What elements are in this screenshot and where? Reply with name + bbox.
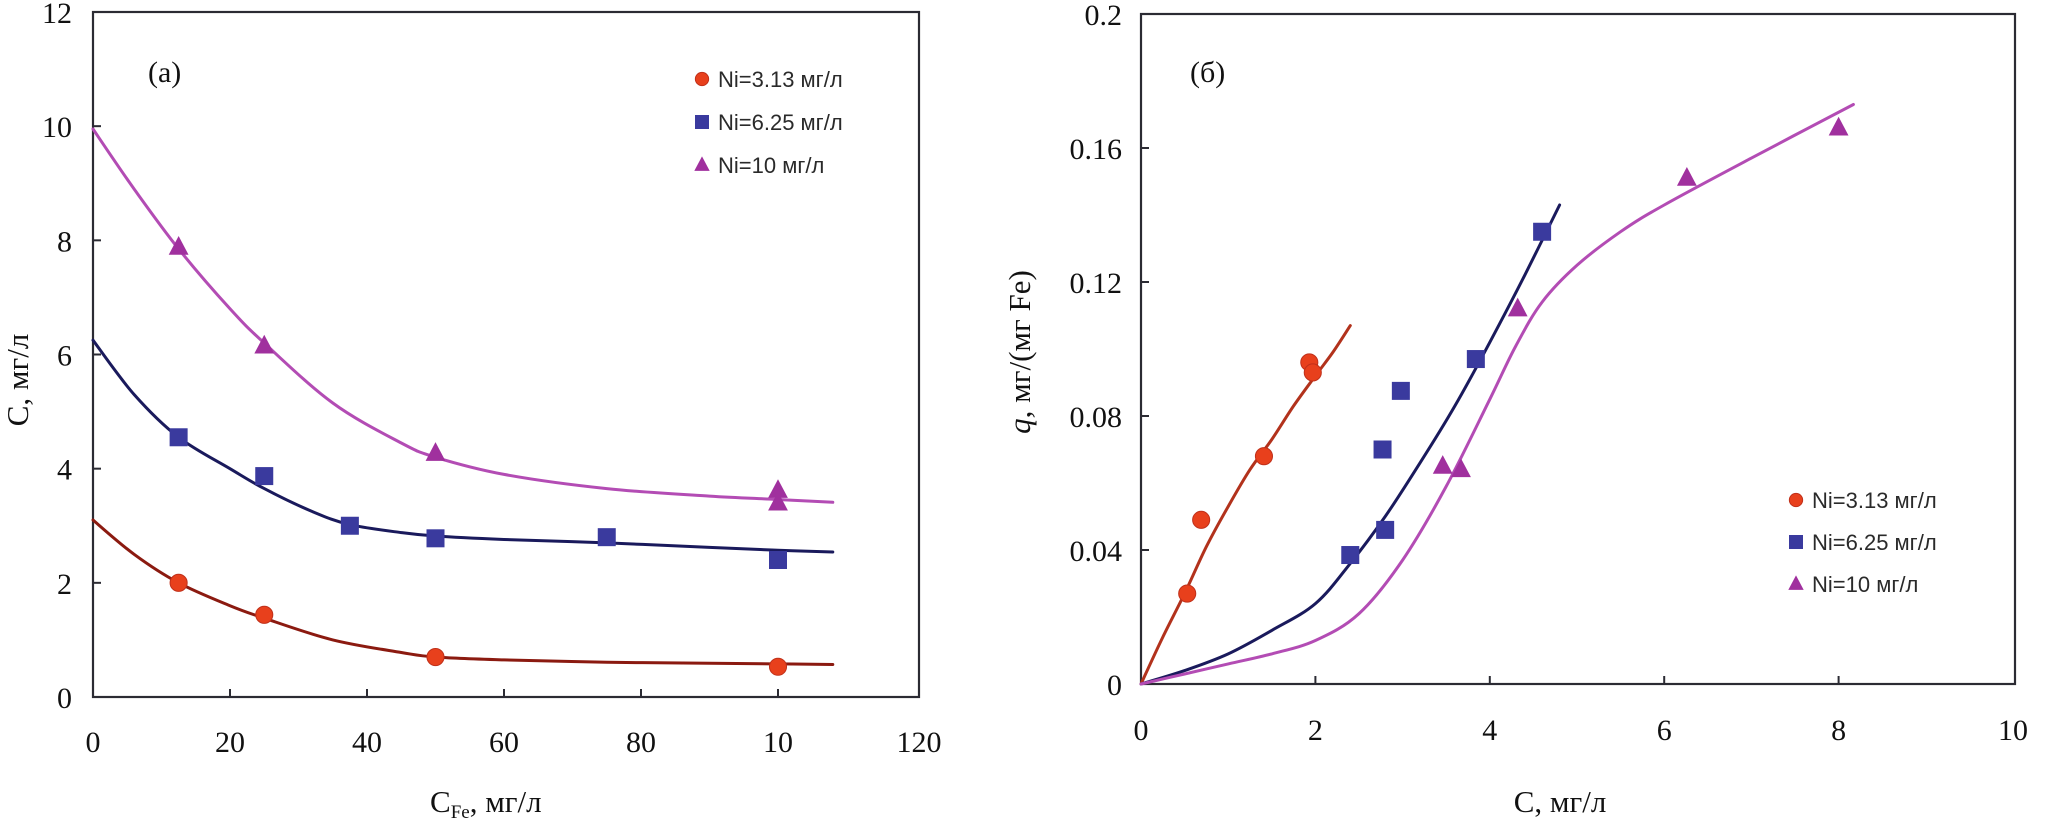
data-point-square [340, 516, 359, 535]
data-point-triangle [1451, 458, 1471, 478]
data-point-triangle [254, 334, 275, 354]
panel-b-ticks: 0 2 4 6 8 10 0 0.04 0.08 0.12 0.16 0.2 [1070, 0, 2029, 747]
panel-a-x-axis-title-subscript: Fe [451, 802, 470, 823]
data-point-square [597, 528, 616, 547]
data-point-triangle [1507, 297, 1528, 317]
panel-a-x-axis-title-unit: , мг/л [470, 784, 542, 819]
fit-curve-triangle [1139, 103, 1855, 686]
data-point-circle [255, 605, 274, 624]
panel-b-y-axis-title: q, мг/(мг Fe) [1002, 270, 1037, 434]
x-tick-label: 8 [1831, 714, 1846, 747]
panel-b-label: (б) [1190, 56, 1225, 89]
x-tick-label: 40 [352, 726, 382, 759]
fit-curve-circle [91, 518, 835, 666]
data-point-circle [169, 573, 188, 592]
panel-b-x-axis-title: C, мг/л [1514, 784, 1607, 819]
data-point-square [1391, 381, 1410, 400]
x-tick-label: 60 [489, 726, 519, 759]
x-tick-label: 4 [1482, 714, 1497, 747]
y-tick-label: 0 [57, 682, 72, 715]
x-tick-label: 120 [897, 726, 942, 759]
panel-a: 0 20 40 60 80 10 120 0 2 4 6 8 10 12 (a) Ni=3.13 мг/л… [0, 0, 942, 823]
data-point-triangle [1432, 455, 1453, 474]
panel-a-y-axis-title: C, мг/л [0, 334, 35, 427]
fit-curve-circle [1139, 324, 1352, 686]
legend-label: Ni=3.13 мг/л [1812, 488, 1937, 513]
panel-a-points [168, 236, 788, 676]
data-point-triangle [768, 479, 788, 498]
panel-a-x-axis-title: CFe, мг/л [430, 784, 542, 823]
data-point-circle [1254, 447, 1274, 466]
panel-a-legend: Ni=3.13 мг/л Ni=6.25 мг/л Ni=10 мг/л [694, 67, 843, 178]
data-point-square [1533, 222, 1552, 241]
panel-b: 0 2 4 6 8 10 0 0.04 0.08 0.12 0.16 0.2 (б) Ni=3.13 … [1002, 0, 2028, 819]
data-point-square [769, 551, 787, 569]
y-tick-label: 0.08 [1070, 401, 1123, 434]
panel-a-ticks: 0 20 40 60 80 10 120 0 2 4 6 8 10 12 [42, 0, 942, 759]
y-tick-label: 0.04 [1070, 535, 1123, 568]
legend-marker-triangle [694, 156, 710, 171]
x-tick-label: 0 [86, 726, 101, 759]
data-point-square [1341, 546, 1360, 565]
data-point-triangle [1828, 116, 1849, 136]
data-point-circle [1192, 510, 1211, 529]
data-point-triangle [168, 236, 189, 255]
fit-curve-square [1139, 203, 1562, 686]
data-point-circle [426, 647, 445, 667]
data-point-square [426, 529, 445, 548]
panel-a-label: (a) [148, 56, 181, 89]
y-tick-label: 0 [1107, 669, 1122, 702]
x-tick-label: 2 [1308, 714, 1323, 747]
y-tick-label: 10 [42, 111, 72, 144]
y-tick-label: 8 [57, 225, 72, 258]
y-tick-label: 4 [57, 454, 72, 487]
data-point-square [1466, 350, 1485, 369]
panel-b-fit-curves [1139, 103, 1855, 686]
x-tick-label: 20 [215, 726, 245, 759]
data-point-square [1376, 520, 1395, 539]
panel-a-x-axis-title-main: C [430, 784, 451, 819]
data-point-triangle [425, 442, 446, 461]
panel-b-y-axis-title-unit: , мг/(мг Fe) [1002, 270, 1037, 418]
legend-label: Ni=6.25 мг/л [1812, 530, 1937, 555]
y-tick-label: 0.12 [1070, 267, 1123, 300]
y-tick-label: 0.2 [1085, 0, 1123, 32]
y-tick-label: 2 [57, 568, 72, 601]
panel-a-fit-curves [91, 127, 835, 666]
data-point-circle [1178, 584, 1197, 603]
fit-curve-square [91, 338, 835, 554]
data-point-circle [768, 657, 788, 676]
y-tick-label: 0.16 [1070, 133, 1123, 166]
fit-curve-triangle [91, 127, 835, 504]
y-tick-label: 6 [57, 340, 72, 373]
x-tick-label: 0 [1134, 714, 1149, 747]
legend-marker-circle [1788, 492, 1804, 508]
panel-b-y-axis-title-q: q [1002, 418, 1037, 434]
data-point-square [255, 467, 274, 486]
legend-label: Ni=10 мг/л [718, 153, 824, 178]
data-point-triangle [768, 491, 788, 511]
panel-b-frame [1139, 12, 2017, 686]
legend-label: Ni=3.13 мг/л [718, 67, 843, 92]
legend-marker-square [1789, 535, 1803, 549]
data-point-square [169, 428, 188, 447]
legend-label: Ni=10 мг/л [1812, 572, 1918, 597]
legend-marker-circle [694, 71, 710, 87]
panel-b-legend: Ni=3.13 мг/л Ni=6.25 мг/л Ni=10 мг/л [1788, 488, 1937, 597]
legend-marker-square [695, 115, 709, 129]
x-tick-label: 6 [1657, 714, 1672, 747]
legend-marker-triangle [1788, 575, 1804, 590]
data-point-square [1373, 440, 1392, 459]
panel-b-points [1178, 116, 1849, 603]
legend-label: Ni=6.25 мг/л [718, 110, 843, 135]
y-tick-label: 12 [42, 0, 72, 30]
x-tick-label: 80 [626, 726, 656, 759]
data-point-triangle [1676, 166, 1697, 186]
data-point-circle [1303, 363, 1322, 382]
x-tick-label: 10 [763, 726, 793, 759]
x-tick-label: 10 [1998, 714, 2028, 747]
